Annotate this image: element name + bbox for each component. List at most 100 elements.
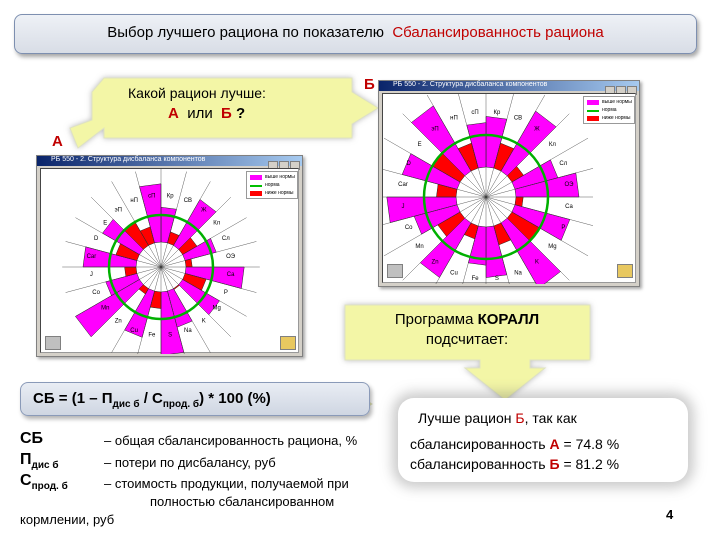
radar-spoke-label: СВ [184,198,192,204]
def-symbol-p: Пдис б [20,451,59,472]
chart-legend: выше нормы норма ниже нормы [583,96,635,124]
radar-spoke-label: E [103,220,107,226]
radar-spoke-label: Ca [227,272,235,278]
radar-spoke-label: Cu [130,328,138,334]
radar-spoke [435,196,487,284]
def-cont-1: полностью сбалансированном [150,494,335,509]
radar-spoke-label: Сл [559,161,567,167]
radar-spoke [160,196,232,268]
radar-spoke-label: СВ [514,116,522,122]
radar-spoke-label: D [406,161,411,167]
formula: СБ = (1 – Пдис б / Спрод. б) * 100 (%) [33,390,271,410]
title-prefix: Выбор лучшего рациона по показателю [107,24,384,41]
question-mark: ? [236,105,246,122]
radar-spoke-label: Кл [213,220,220,226]
radar-spoke-label: Кр [167,193,174,199]
radar-spoke-label: J [402,204,405,210]
radar-spoke [402,113,487,198]
radar-spoke-label: Fe [148,333,156,339]
radar-spoke [485,196,510,284]
radar-spoke [462,196,487,284]
option-b: Б [221,105,232,122]
radar-spoke-label: Ca [565,204,573,210]
title-bar: Выбор лучшего рациона по показателю Сбал… [14,14,697,54]
radar-spoke [160,266,247,317]
radar-spoke-label: K [535,259,539,265]
question-text: Какой рацион лучше: [128,85,266,101]
radar-chart-a: Кр СВ Ж Кл Сл ОЭ Ca P Mg K Na S Fe Cu Zn Mn Co J Car D EэП нП… [62,169,260,354]
radar-spoke [485,168,593,198]
def-text-sb: – общая сбалансированность рациона, % [104,433,358,448]
print-icon[interactable] [387,264,403,278]
window-ration-a: РБ 550 - 2. Структура дисбаланса компоне… [36,155,303,357]
program-line2: подсчитает: [425,331,509,348]
radar-spoke [75,217,162,268]
radar-spoke [135,171,162,268]
radar-spoke [458,94,487,198]
result-line2: сбалансированность А = 74.8 % [410,436,620,452]
radar-spoke [137,266,162,354]
window-title: РБ 550 - 2. Структура дисбаланса компоне… [51,156,206,163]
def-symbol-sb: СБ [20,430,44,447]
question-options: А или Б ? [168,105,245,122]
radar-spoke [383,169,487,198]
radar-spoke-label: Zn [115,319,122,325]
def-text-c: – стоимость продукции, получаемой при [104,476,349,491]
radar-spoke [383,137,487,198]
page-number: 4 [666,507,674,522]
norm-circle [107,213,215,321]
formula-box: СБ = (1 – Пдис б / Спрод. б) * 100 (%) [20,382,370,416]
radar-spoke-label: Zn [432,259,439,265]
radar-spoke-label: Fe [472,276,480,282]
radar-spoke-label: эП [431,127,438,133]
radar-spoke-label: Car [398,182,408,188]
legend-norm: норма [602,107,617,113]
radar-spoke [160,217,247,268]
radar-spoke [160,241,257,268]
radar-spoke-label: S [168,333,172,339]
radar-spoke [111,266,162,353]
window-title: РБ 550 - 2. Структура дисбаланса компоне… [393,81,548,88]
print-icon[interactable] [45,336,61,350]
radar-spoke-label: Кл [549,142,556,148]
radar-spoke [485,196,537,284]
radar-spoke-label: ОЭ [564,182,574,188]
radar-spoke-label: ОЭ [226,254,236,260]
radar-spoke-label: Co [92,290,100,296]
slide-title: Выбор лучшего рациона по показателю Сбал… [15,24,696,41]
radar-spoke [485,113,570,198]
radar-spoke [383,196,487,225]
radar-spoke [65,266,162,293]
option-a: А [168,105,179,122]
radar-spoke-label: K [202,319,206,325]
window-titlebar[interactable]: РБ 550 - 2. Структура дисбаланса компоне… [37,156,302,170]
radar-chart-b: Кр СВ Ж Кл Сл ОЭ Ca P Mg K Na S Fe Cu Zn Mn Co J Car D EэП нП… [383,94,593,284]
radar-spoke [75,266,162,317]
result-line1: Лучше рацион Б, так как [418,410,577,426]
exit-icon[interactable] [280,336,296,350]
program-callout [344,304,591,401]
radar-spoke [90,196,162,268]
radar-spoke [160,266,232,338]
window-titlebar[interactable]: РБ 550 - 2. Структура дисбаланса компоне… [379,81,639,95]
radar-spoke [426,94,487,198]
radar-spoke-label: Car [87,254,97,260]
result-line3: сбалансированность Б = 81.2 % [410,456,620,472]
exit-icon[interactable] [617,264,633,278]
radar-spoke-label: Mg [213,306,221,312]
label-ration-b: Б [364,76,375,93]
def-cont-2: кормлении, руб [20,512,115,527]
radar-spoke-label: Na [184,328,192,334]
radar-spoke [402,196,487,281]
radar-spoke-label: Ж [534,127,540,133]
chart-legend: выше нормы норма ниже нормы [246,171,298,199]
program-text: Программа КОРАЛЛ подсчитает: [352,310,582,350]
radar-spoke-label: P [561,225,565,231]
radar-spoke [485,94,546,198]
radar-spoke [160,266,185,354]
radar-spoke [160,171,187,268]
radar-spoke-label: сП [148,193,155,199]
radar-spoke-label: нП [130,198,138,204]
norm-circle [422,133,550,261]
